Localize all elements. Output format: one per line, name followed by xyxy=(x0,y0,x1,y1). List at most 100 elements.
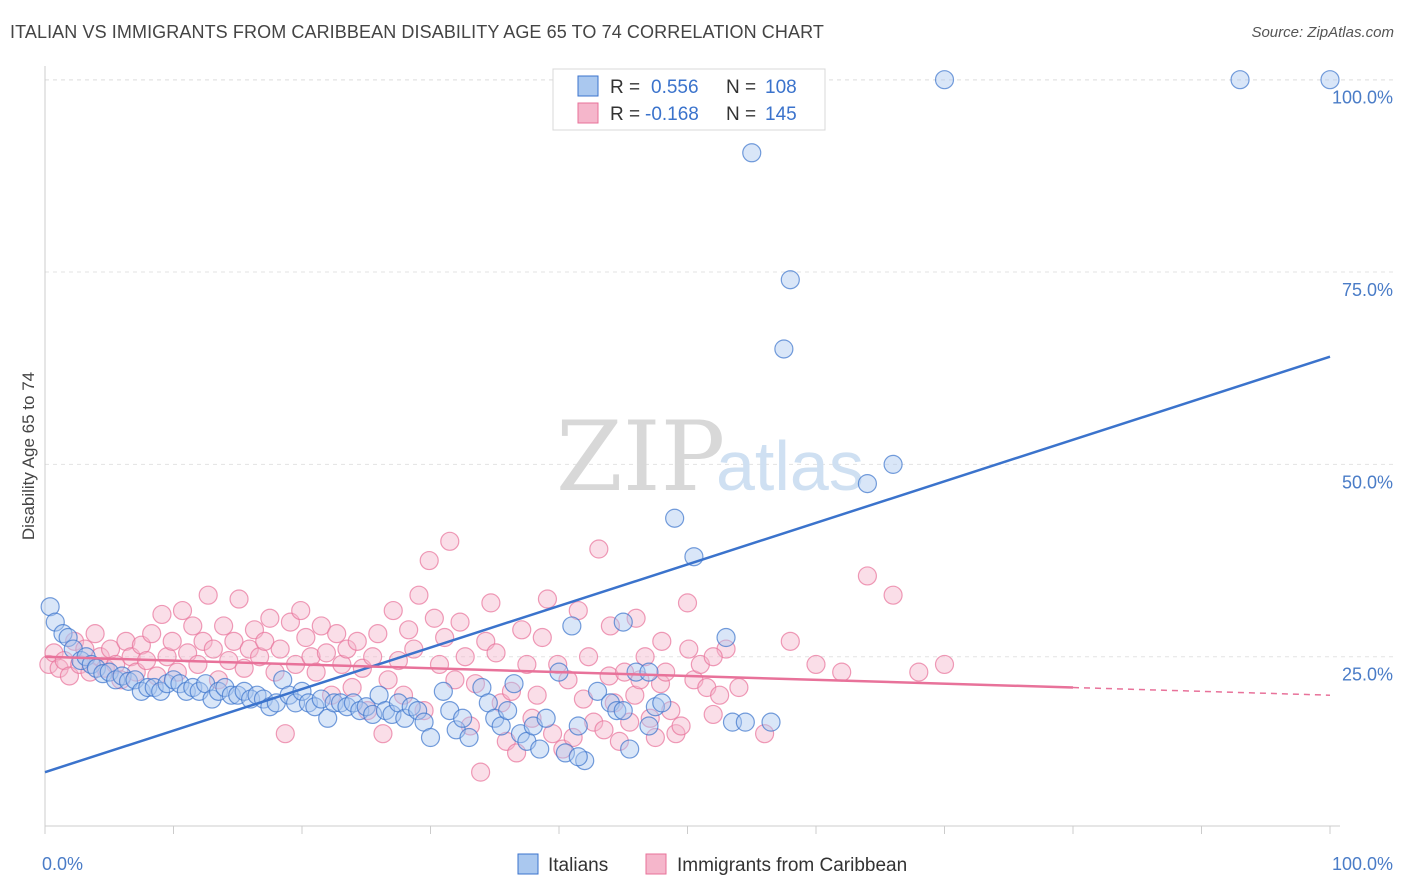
point-caribbean xyxy=(609,731,629,751)
point-italians xyxy=(382,704,402,725)
bottom-legend-swatch-italians xyxy=(517,853,539,875)
point-italians xyxy=(356,697,376,717)
point-caribbean xyxy=(599,666,619,686)
point-italians xyxy=(857,474,878,494)
point-caribbean xyxy=(316,643,337,663)
point-italians xyxy=(311,689,331,709)
point-caribbean xyxy=(857,566,878,586)
axis-layer xyxy=(44,66,1340,834)
point-caribbean xyxy=(652,631,672,651)
point-italians xyxy=(459,727,479,748)
point-caribbean xyxy=(729,677,749,698)
point-italians xyxy=(234,681,254,701)
legend-r-label-1: R = xyxy=(610,77,640,98)
point-italians xyxy=(453,708,473,728)
point-italians xyxy=(112,666,132,686)
point-caribbean xyxy=(589,539,609,559)
point-italians xyxy=(652,693,672,713)
bottom-legend-italians: Italians xyxy=(548,855,608,876)
point-italians xyxy=(202,689,222,709)
point-caribbean xyxy=(116,631,136,651)
point-italians xyxy=(53,624,73,644)
point-caribbean xyxy=(270,639,290,659)
point-caribbean xyxy=(806,654,826,675)
point-caribbean xyxy=(419,550,439,571)
point-caribbean xyxy=(450,612,470,632)
point-caribbean xyxy=(471,762,491,782)
point-caribbean xyxy=(780,631,800,651)
point-caribbean xyxy=(548,654,568,675)
point-italians xyxy=(221,685,241,705)
trend-line-italians xyxy=(44,355,1331,774)
point-caribbean xyxy=(677,593,698,613)
point-caribbean xyxy=(640,708,660,728)
point-italians xyxy=(420,727,441,748)
y-axis-title: Disability Age 65 to 74 xyxy=(19,372,38,540)
point-caribbean xyxy=(909,662,929,682)
watermark: ZIP atlas xyxy=(556,401,864,513)
point-caribbean xyxy=(373,724,393,744)
point-italians xyxy=(555,743,576,763)
x-tick-label-max: 100.0% xyxy=(1332,854,1393,874)
point-caribbean xyxy=(378,670,398,690)
point-caribbean xyxy=(486,643,506,663)
y-tick-label: 50.0% xyxy=(1342,472,1393,492)
legend-n-value-1: 108 xyxy=(765,77,797,98)
point-caribbean xyxy=(260,608,280,628)
point-italians xyxy=(613,700,633,721)
point-italians xyxy=(665,508,685,528)
point-caribbean xyxy=(162,631,182,651)
legend: R = 0.556 N = 108 R = -0.168 N = 145 xyxy=(552,68,826,131)
point-caribbean xyxy=(614,662,635,682)
point-italians xyxy=(742,143,762,163)
point-italians xyxy=(45,612,65,632)
point-caribbean xyxy=(208,670,229,690)
point-caribbean xyxy=(671,716,691,736)
trend-layer xyxy=(44,355,1331,774)
point-italians xyxy=(735,712,755,732)
point-caribbean xyxy=(219,650,239,671)
point-caribbean xyxy=(311,616,331,636)
point-caribbean xyxy=(429,654,450,675)
point-italians xyxy=(587,681,608,701)
trend-line-caribbean xyxy=(44,655,1074,689)
point-caribbean xyxy=(703,647,723,667)
bottom-legend-swatch-caribbean xyxy=(645,853,667,875)
legend-n-label-2: N = xyxy=(726,104,756,125)
y-tick-label: 75.0% xyxy=(1342,280,1393,300)
point-italians xyxy=(1320,70,1340,90)
point-caribbean xyxy=(445,670,465,690)
point-caribbean xyxy=(625,685,645,705)
point-caribbean xyxy=(656,662,676,682)
point-caribbean xyxy=(347,631,367,651)
point-italians xyxy=(363,704,383,725)
point-caribbean xyxy=(239,639,259,659)
point-italians xyxy=(99,662,119,682)
point-caribbean xyxy=(578,647,599,667)
point-italians xyxy=(774,339,794,359)
point-caribbean xyxy=(703,704,723,725)
point-italians xyxy=(138,677,158,698)
point-caribbean xyxy=(383,600,403,621)
point-caribbean xyxy=(85,624,105,644)
point-caribbean xyxy=(620,712,640,732)
point-italians xyxy=(607,700,627,721)
point-caribbean xyxy=(424,608,444,628)
point-caribbean xyxy=(214,616,234,636)
point-caribbean xyxy=(527,685,547,705)
point-caribbean xyxy=(296,627,316,648)
bottom-legend-caribbean: Immigrants from Caribbean xyxy=(677,855,907,876)
point-italians xyxy=(639,662,659,682)
point-caribbean xyxy=(368,624,388,644)
point-caribbean xyxy=(183,616,203,636)
point-caribbean xyxy=(754,724,775,744)
legend-n-label-1: N = xyxy=(726,77,756,98)
point-caribbean xyxy=(563,727,583,748)
point-italians xyxy=(934,70,955,90)
point-caribbean xyxy=(522,708,542,728)
point-italians xyxy=(536,708,556,728)
chart-title: ITALIAN VS IMMIGRANTS FROM CARIBBEAN DIS… xyxy=(10,22,824,42)
point-caribbean xyxy=(198,585,218,605)
point-italians xyxy=(780,270,800,290)
point-caribbean xyxy=(229,589,249,609)
